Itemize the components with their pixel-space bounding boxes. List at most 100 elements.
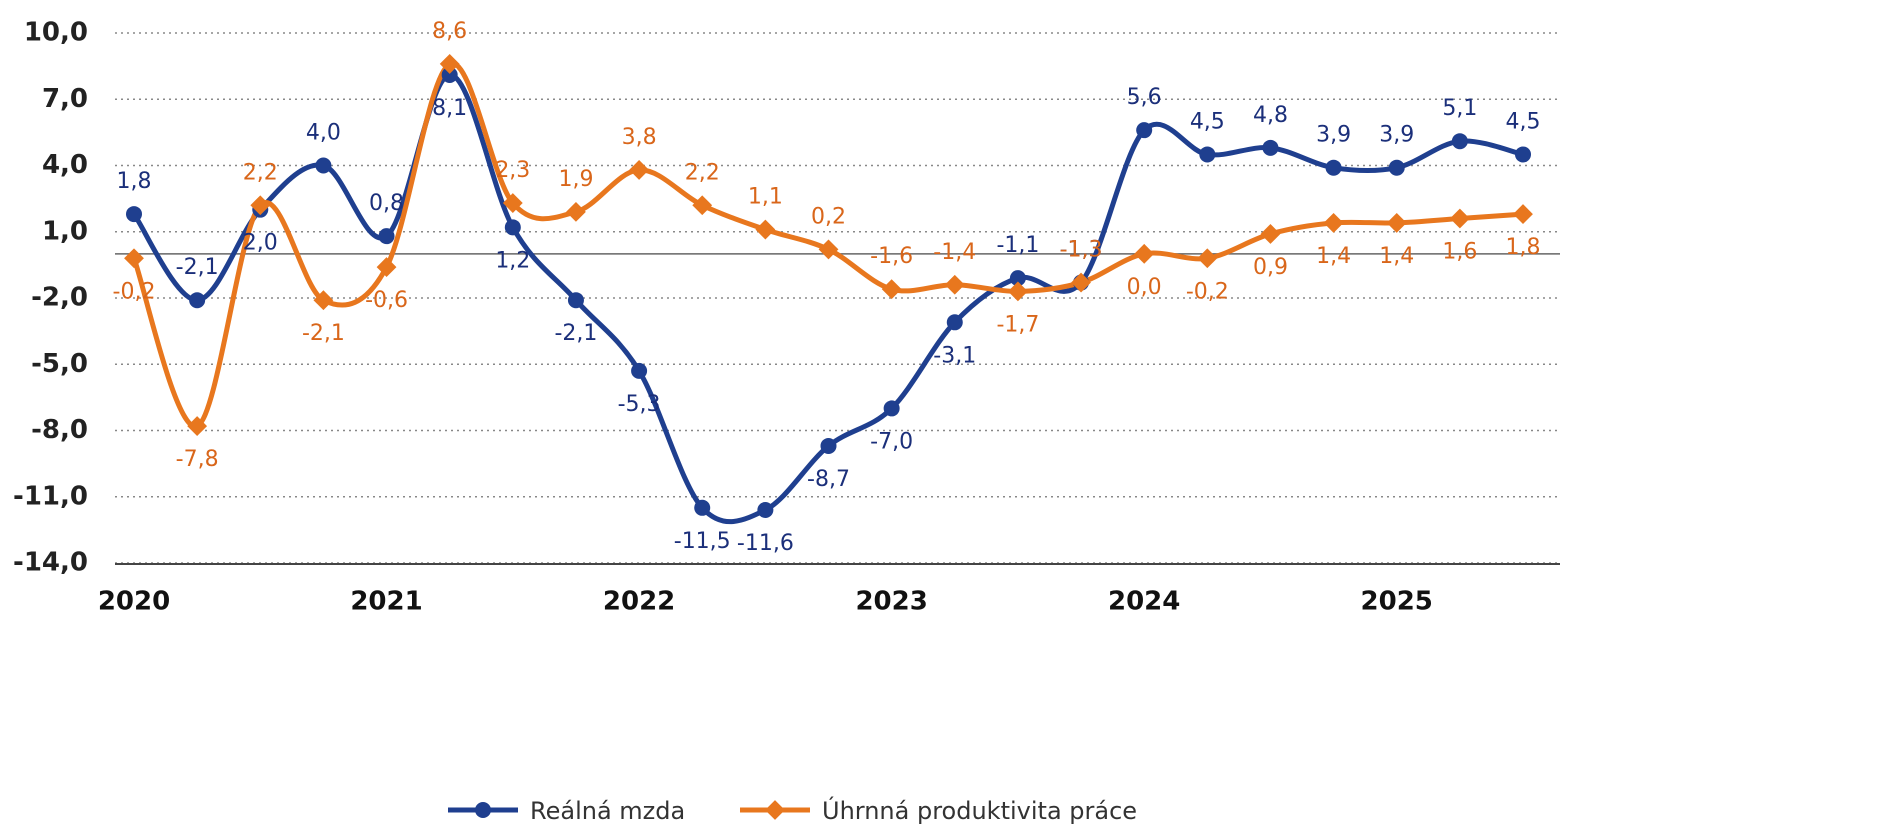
value-label: -7,0 <box>870 429 913 454</box>
marker <box>189 292 206 309</box>
marker <box>441 66 458 83</box>
legend-marker <box>475 802 491 818</box>
value-label: -0,6 <box>365 288 408 313</box>
value-label: 2,0 <box>243 231 278 256</box>
marker <box>1009 270 1026 287</box>
value-label: -1,7 <box>996 312 1039 337</box>
value-label: 8,1 <box>432 96 467 121</box>
series-line <box>131 72 1524 525</box>
value-label: -8,7 <box>807 467 850 492</box>
value-label: -7,8 <box>176 447 219 472</box>
value-label: 1,1 <box>748 185 783 210</box>
marker <box>1260 224 1281 244</box>
value-label: 0,8 <box>369 191 404 216</box>
marker <box>1136 122 1153 139</box>
marker <box>566 201 586 222</box>
marker <box>1325 159 1342 176</box>
marker <box>1071 272 1091 293</box>
marker <box>1262 139 1279 156</box>
y-tick-label: 4,0 <box>42 150 88 180</box>
x-tick-label: 2024 <box>1108 587 1180 617</box>
x-tick-label: 2020 <box>98 587 170 617</box>
y-tick-label: 10,0 <box>24 18 88 48</box>
value-label: -11,5 <box>674 529 731 554</box>
value-label: -2,1 <box>176 255 219 280</box>
value-label: 4,8 <box>1253 103 1288 128</box>
value-label: -3,1 <box>933 343 976 368</box>
value-label: 1,2 <box>495 248 530 273</box>
y-tick-label: -11,0 <box>13 481 88 511</box>
x-tick-label: 2025 <box>1361 587 1433 617</box>
marker <box>1515 146 1531 163</box>
marker <box>818 239 839 260</box>
value-label: -1,1 <box>996 233 1039 258</box>
legend-label: Úhrnná produktivita práce <box>822 795 1137 825</box>
value-label: -2,1 <box>302 321 345 346</box>
value-label: -5,3 <box>618 392 661 417</box>
value-label: 4,5 <box>1190 109 1225 134</box>
y-tick-label: -8,0 <box>31 415 88 445</box>
x-tick-label: 2023 <box>855 587 927 617</box>
value-label: 2,3 <box>495 158 530 183</box>
marker <box>1134 243 1155 264</box>
marker <box>692 195 713 216</box>
x-tick-label: 2021 <box>350 587 422 617</box>
value-label: 2,2 <box>685 160 720 185</box>
value-label: 0,2 <box>811 204 846 229</box>
marker <box>1451 133 1468 150</box>
value-label: -1,6 <box>870 244 913 269</box>
marker <box>1388 159 1405 176</box>
marker <box>1197 248 1218 269</box>
value-label: 1,6 <box>1442 240 1477 265</box>
value-label: 3,9 <box>1316 123 1351 148</box>
series-line <box>131 61 1524 429</box>
value-label: 4,5 <box>1506 109 1541 134</box>
marker <box>883 400 900 417</box>
marker <box>757 502 774 518</box>
marker <box>881 279 902 300</box>
marker <box>631 362 648 379</box>
value-label: 1,8 <box>1506 235 1541 260</box>
legend-label: Reálná mzda <box>530 797 685 825</box>
marker <box>504 219 521 236</box>
marker <box>1513 204 1533 224</box>
value-label: 2,2 <box>243 160 278 185</box>
marker <box>376 257 397 277</box>
marker <box>1008 281 1028 302</box>
y-tick-label: -14,0 <box>13 548 88 578</box>
value-label: 3,9 <box>1379 123 1414 148</box>
y-tick-label: 1,0 <box>42 216 88 246</box>
value-label: -2,1 <box>554 321 597 346</box>
y-tick-label: -5,0 <box>31 349 88 379</box>
marker <box>946 314 963 331</box>
value-label: 3,8 <box>622 125 657 150</box>
legend-marker <box>765 800 785 820</box>
value-label: 5,1 <box>1442 96 1477 121</box>
marker <box>755 219 776 240</box>
marker <box>1449 208 1470 229</box>
value-label: 1,4 <box>1379 244 1414 269</box>
value-label: 0,0 <box>1127 275 1162 300</box>
value-label: 0,9 <box>1253 255 1288 280</box>
marker <box>313 290 334 311</box>
x-tick-label: 2022 <box>603 587 675 617</box>
marker <box>124 248 144 269</box>
marker <box>1386 213 1407 233</box>
marker <box>629 160 649 180</box>
marker <box>187 416 208 436</box>
marker <box>1323 213 1344 233</box>
marker <box>1199 146 1216 163</box>
value-label: 4,0 <box>306 121 341 146</box>
marker <box>315 157 332 174</box>
value-label: -11,6 <box>737 531 794 556</box>
marker <box>439 54 460 74</box>
y-tick-label: 7,0 <box>42 84 88 114</box>
y-tick-label: -2,0 <box>31 283 88 313</box>
marker <box>694 499 711 516</box>
value-label: -1,3 <box>1060 238 1103 263</box>
value-label: 5,6 <box>1127 85 1162 110</box>
value-label: 1,8 <box>117 169 152 194</box>
value-label: 1,9 <box>558 167 593 192</box>
marker <box>126 206 142 223</box>
